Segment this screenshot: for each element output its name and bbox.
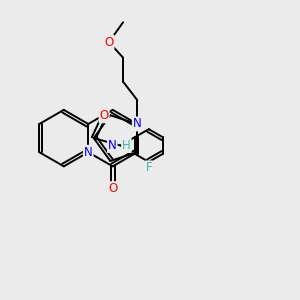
Text: O: O (108, 182, 117, 195)
Text: O: O (100, 109, 109, 122)
Text: N: N (133, 118, 142, 130)
Text: N: N (84, 146, 93, 159)
Text: F: F (146, 161, 152, 174)
Text: N: N (108, 139, 117, 152)
Text: H: H (122, 139, 131, 152)
Text: O: O (104, 36, 114, 49)
